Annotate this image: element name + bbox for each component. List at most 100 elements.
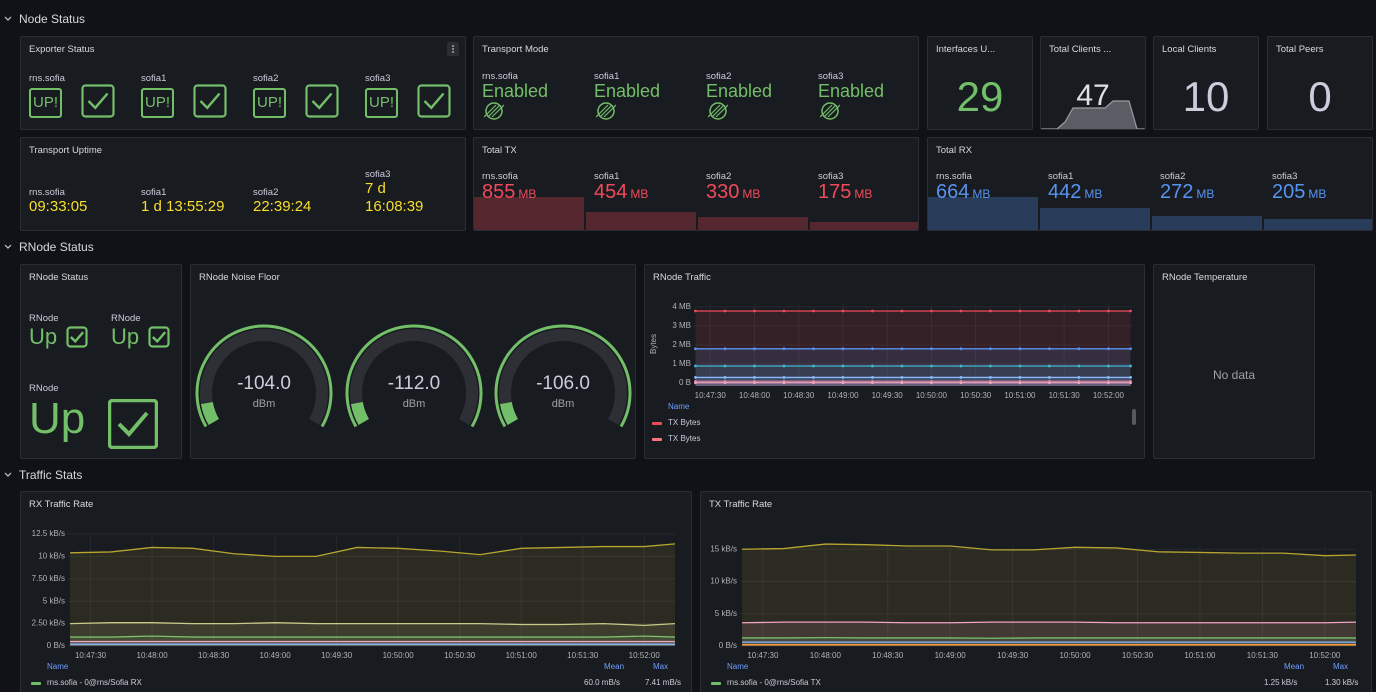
gauge-unit: dBm bbox=[402, 398, 425, 410]
series-point bbox=[959, 309, 963, 313]
total-bar bbox=[1152, 215, 1262, 230]
row-title: Node Status bbox=[19, 12, 86, 26]
check-mark bbox=[311, 92, 333, 110]
series-point bbox=[959, 347, 963, 351]
x-tick-label: 10:50:00 bbox=[383, 651, 415, 660]
mode-circle bbox=[597, 102, 615, 120]
x-tick-label: 10:48:30 bbox=[198, 651, 230, 660]
series-point bbox=[989, 309, 992, 313]
x-tick-label: 10:47:30 bbox=[747, 651, 779, 660]
mode-hatch bbox=[487, 104, 501, 118]
status-badge: UP! bbox=[365, 88, 399, 118]
total-value: 175 MB bbox=[818, 181, 872, 204]
value-unit: MB bbox=[1196, 187, 1215, 201]
y-tick-label: 0 B/s bbox=[47, 641, 65, 650]
check-icon bbox=[417, 84, 451, 118]
mode-hatch bbox=[484, 104, 497, 118]
check-box bbox=[148, 326, 170, 348]
legend-mean: 60.0 mB/s bbox=[584, 678, 621, 687]
item-value: Up bbox=[29, 394, 86, 443]
x-tick-label: 10:48:00 bbox=[137, 651, 169, 660]
series-point bbox=[1048, 381, 1051, 385]
gauge: -104.0 dBm bbox=[195, 324, 333, 428]
check-mark bbox=[423, 92, 445, 110]
y-tick-label: 7.50 kB/s bbox=[32, 574, 65, 583]
series-point bbox=[694, 381, 697, 385]
node-name: sofia3 bbox=[1272, 171, 1298, 182]
series-point bbox=[1129, 347, 1132, 351]
y-tick-label: 12.5 kB/s bbox=[32, 529, 65, 538]
x-tick-label: 10:49:00 bbox=[935, 651, 967, 660]
gauge-value: -112.0 bbox=[387, 373, 439, 394]
y-tick-label: 2 MB bbox=[672, 340, 691, 349]
check-icon bbox=[81, 84, 115, 118]
series-point bbox=[930, 376, 933, 379]
value-unit: MB bbox=[1084, 187, 1103, 201]
gauge-threshold bbox=[494, 324, 632, 428]
panel: Total TX rns.sofia 855 MB sofia1 454 MB sofia2 3… bbox=[473, 137, 919, 231]
node-name: sofia2 bbox=[706, 171, 732, 182]
uptime-value: 1 d 13:55:29 bbox=[141, 198, 225, 215]
check-mark bbox=[69, 331, 85, 344]
chevron-icon bbox=[4, 16, 12, 21]
check-icon bbox=[66, 326, 88, 348]
series-point bbox=[841, 309, 845, 313]
series-point bbox=[782, 381, 786, 385]
series-point bbox=[1018, 347, 1022, 351]
row-title: RNode Status bbox=[19, 240, 94, 254]
total-bar bbox=[1264, 219, 1372, 230]
series-area bbox=[695, 382, 1131, 386]
total-value: 442 MB bbox=[1048, 181, 1102, 204]
legend-header: Name bbox=[727, 662, 749, 671]
series-point bbox=[1077, 309, 1081, 313]
mode-icon bbox=[596, 102, 616, 120]
x-tick-label: 10:49:00 bbox=[827, 391, 859, 400]
legend-max: 7.41 mB/s bbox=[645, 678, 682, 687]
scrollbar bbox=[1132, 409, 1136, 425]
x-tick-label: 10:48:00 bbox=[810, 651, 842, 660]
series-area bbox=[70, 543, 676, 646]
x-tick-label: 10:49:30 bbox=[872, 391, 904, 400]
series-point bbox=[1048, 309, 1051, 313]
panel: Transport Mode rns.sofia Enabled sofia1 Enab… bbox=[473, 36, 919, 130]
x-tick-label: 10:51:00 bbox=[506, 651, 538, 660]
status-badge: UP! bbox=[141, 88, 175, 118]
sparkline-area bbox=[1041, 101, 1145, 129]
node-name: sofia3 bbox=[818, 71, 844, 82]
value-unit: MB bbox=[518, 187, 537, 201]
legend-header: Mean bbox=[604, 662, 625, 671]
series-point bbox=[753, 376, 756, 379]
check-mark bbox=[117, 411, 149, 437]
menu-icon bbox=[447, 42, 459, 56]
series-point bbox=[812, 376, 815, 379]
value-unit: MB bbox=[742, 187, 761, 201]
y-tick-label: 0 B/s bbox=[719, 641, 737, 650]
mode-icon bbox=[820, 102, 840, 120]
total-value: 205 MB bbox=[1272, 181, 1326, 204]
series-point bbox=[871, 309, 874, 313]
series-point bbox=[753, 309, 756, 313]
legend-mean: 1.25 kB/s bbox=[1264, 678, 1298, 687]
legend-name: rns.sofia - 0@rns/Sofia TX bbox=[727, 678, 821, 687]
panel: TX Traffic Rate 0 B/s 5 kB/s 10 kB/s 15 kB/s… bbox=[700, 491, 1372, 692]
series-point bbox=[871, 376, 874, 379]
panel-title: Exporter Status bbox=[29, 44, 95, 55]
series-point bbox=[723, 376, 727, 379]
legend-name: TX Bytes bbox=[668, 418, 701, 427]
y-tick-label: 4 MB bbox=[672, 302, 691, 311]
series-point bbox=[989, 347, 992, 351]
chart-svg: 0 B/s 5 kB/s 10 kB/s 15 kB/s 10:47:30 10:48:0… bbox=[710, 543, 1357, 660]
series-point bbox=[900, 381, 904, 385]
series-point bbox=[1107, 309, 1110, 313]
total-value: 330 MB bbox=[706, 181, 760, 204]
panel-title: Transport Uptime bbox=[29, 145, 103, 156]
mode-icon bbox=[708, 102, 728, 120]
value-number: 175 bbox=[818, 181, 852, 203]
series-point bbox=[1018, 309, 1022, 313]
total-bar bbox=[474, 197, 584, 230]
mode-value: Enabled bbox=[594, 81, 661, 101]
series-point bbox=[694, 376, 697, 379]
total-bar bbox=[928, 197, 1038, 230]
value-number: 855 bbox=[482, 181, 516, 203]
value-number: 205 bbox=[1272, 181, 1306, 203]
